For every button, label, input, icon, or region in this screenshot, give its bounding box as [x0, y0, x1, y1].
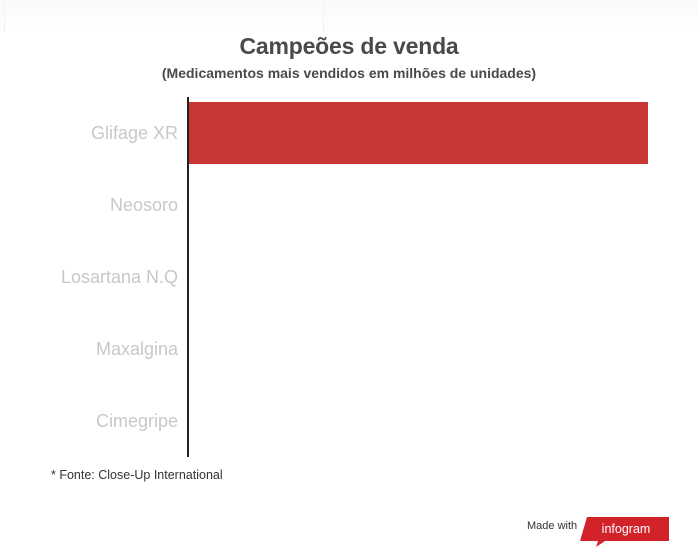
category-label: Maxalgina: [96, 339, 179, 359]
chart-subtitle: (Medicamentos mais vendidos em milhões d…: [161, 65, 537, 81]
infogram-logo-shape: [580, 517, 669, 547]
infogram-logo[interactable]: infogram: [579, 515, 671, 549]
category-label: Glifage XR: [91, 123, 178, 143]
strip-cell: [0, 0, 5, 32]
infogram-logo-text: infogram: [602, 522, 651, 536]
bar-glifage-xr[interactable]: [188, 102, 648, 164]
source-footnote: * Fonte: Close-Up International: [51, 468, 223, 482]
category-label: Losartana N.Q: [61, 267, 178, 287]
category-label: Neosoro: [110, 195, 178, 215]
bar-chart: Glifage XR Neosoro Losartana N.Q Maxalgina C…: [61, 97, 648, 457]
category-label: Cimegripe: [96, 411, 178, 431]
chart-title: Campeões de venda: [239, 33, 459, 59]
made-with-label: Made with: [527, 520, 578, 532]
strip-cell: [4, 0, 324, 32]
top-strip: [0, 0, 698, 32]
